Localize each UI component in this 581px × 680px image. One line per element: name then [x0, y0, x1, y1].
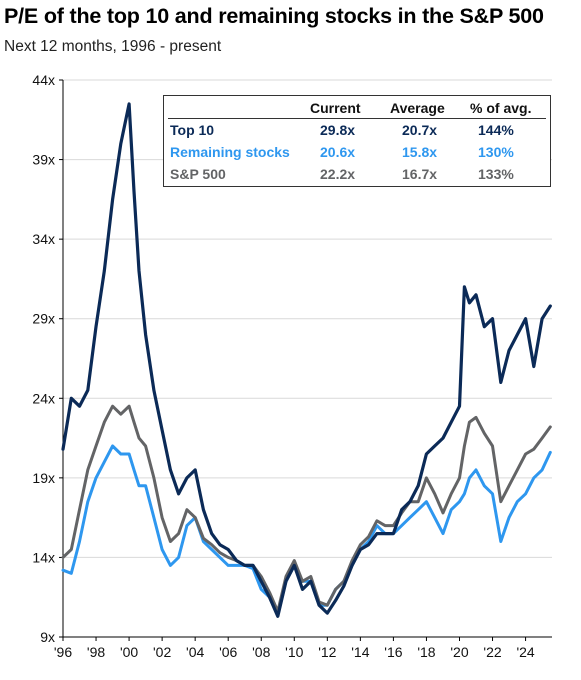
- row-pct: 130%: [478, 144, 514, 160]
- header-average: Average: [390, 100, 445, 116]
- row-current: 22.2x: [320, 166, 356, 182]
- x-tick-label: '08: [252, 644, 270, 660]
- y-tick-label: 24x: [32, 390, 55, 406]
- y-tick-label: 29x: [32, 311, 55, 327]
- row-pct: 144%: [478, 122, 514, 138]
- series-line-top-10: [61, 102, 552, 618]
- x-tick-label: '16: [384, 644, 402, 660]
- x-tick-label: '10: [285, 644, 303, 660]
- row-current: 20.6x: [320, 144, 356, 160]
- y-tick-label: 14x: [32, 549, 55, 565]
- x-tick-label: '20: [450, 644, 468, 660]
- x-tick-label: '00: [120, 644, 138, 660]
- x-tick-label: '24: [516, 644, 534, 660]
- series-line-s-p-500: [61, 404, 552, 613]
- y-tick-label: 44x: [32, 72, 55, 88]
- row-average: 15.8x: [402, 144, 438, 160]
- x-tick-label: '04: [186, 644, 204, 660]
- row-name: Remaining stocks: [170, 144, 290, 160]
- row-name: S&P 500: [170, 166, 226, 182]
- x-tick-label: '06: [219, 644, 237, 660]
- x-tick-label: '02: [153, 644, 171, 660]
- series-line-remaining-stocks: [61, 444, 552, 617]
- row-average: 16.7x: [402, 166, 438, 182]
- y-tick-label: 9x: [40, 629, 55, 645]
- row-current: 29.8x: [320, 122, 356, 138]
- x-tick-label: '96: [54, 644, 72, 660]
- y-tick-label: 39x: [32, 152, 55, 168]
- row-average: 20.7x: [402, 122, 438, 138]
- x-tick-label: '14: [351, 644, 369, 660]
- y-tick-label: 34x: [32, 231, 55, 247]
- header-pct-of-avg: % of avg.: [470, 100, 532, 116]
- x-tick-label: '18: [417, 644, 435, 660]
- x-tick-label: '12: [318, 644, 336, 660]
- y-tick-label: 19x: [32, 470, 55, 486]
- row-name: Top 10: [170, 122, 215, 138]
- row-pct: 133%: [478, 166, 514, 182]
- x-tick-label: '98: [87, 644, 105, 660]
- chart-title: P/E of the top 10 and remaining stocks i…: [4, 4, 544, 28]
- chart-subtitle: Next 12 months, 1996 - present: [4, 38, 222, 55]
- x-tick-label: '22: [483, 644, 501, 660]
- summary-table: Current Average % of avg. Top 10 29.8x 2…: [163, 95, 551, 187]
- header-current: Current: [310, 100, 361, 116]
